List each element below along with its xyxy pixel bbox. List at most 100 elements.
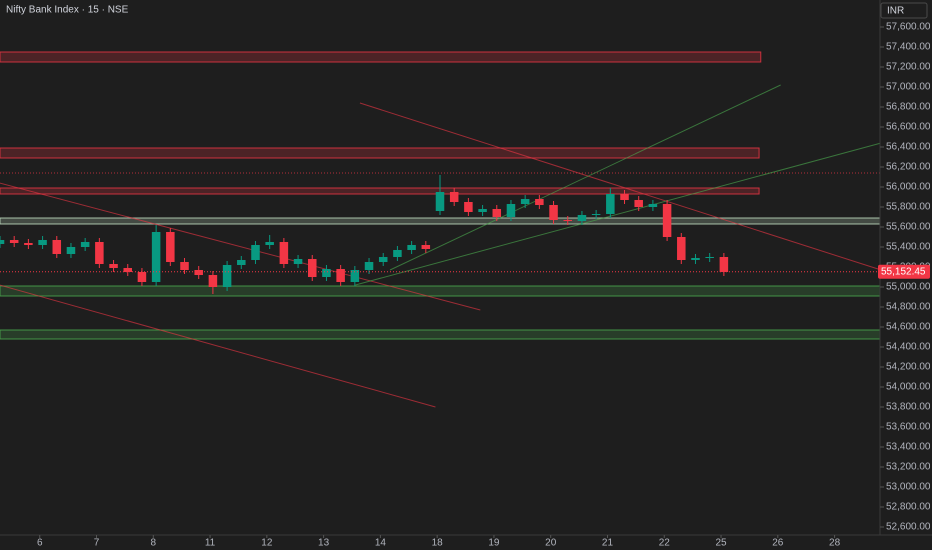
trend-line [355, 142, 882, 286]
candle-body [52, 240, 62, 254]
y-tick-label: 57,600.00 [886, 22, 931, 33]
candle-body [620, 194, 629, 200]
candle-body [506, 204, 516, 217]
candle-body [478, 209, 487, 212]
x-tick-label: 19 [488, 538, 500, 549]
y-tick-label: 54,200.00 [886, 362, 931, 373]
candle-body [492, 209, 502, 217]
candle-body [634, 200, 643, 207]
x-tick-label: 6 [37, 538, 43, 549]
x-tick-label: 28 [829, 538, 841, 549]
currency-box[interactable] [880, 2, 928, 19]
candle-body [308, 259, 317, 277]
x-tick-label: 20 [545, 538, 557, 549]
y-tick-label: 55,800.00 [886, 202, 931, 213]
y-tick-label: 54,600.00 [886, 322, 931, 333]
candle-body [208, 275, 218, 287]
y-tick-label: 54,400.00 [886, 342, 931, 353]
y-tick-label: 56,600.00 [886, 122, 931, 133]
candle-body [464, 202, 473, 212]
candle-body [719, 257, 729, 272]
y-tick-label: 53,400.00 [886, 442, 931, 453]
candle-body [80, 242, 90, 247]
y-tick-label: 55,400.00 [886, 242, 931, 253]
x-tick-label: 22 [659, 538, 671, 549]
x-tick-label: 25 [715, 538, 727, 549]
candle-body [350, 270, 360, 282]
candle-body [279, 242, 289, 264]
zone [0, 187, 760, 195]
last-price-label: 55,152.45 [881, 266, 926, 277]
candle-body [251, 245, 260, 260]
zone [0, 51, 762, 63]
chart-title: Nifty Bank Index · 15 · NSE [6, 5, 129, 16]
x-tick-label: 8 [151, 538, 157, 549]
trend-line [389, 84, 781, 271]
x-tick-label: 12 [261, 538, 273, 549]
candle-body [109, 264, 118, 268]
y-tick-label: 53,200.00 [886, 462, 931, 473]
y-tick-label: 55,600.00 [886, 222, 931, 233]
candle-body [393, 250, 402, 257]
candle-body [137, 272, 147, 282]
y-tick-label: 53,000.00 [886, 482, 931, 493]
trend-line [0, 182, 481, 311]
y-tick-label: 56,000.00 [886, 182, 931, 193]
y-tick-label: 52,800.00 [886, 502, 931, 513]
y-tick-label: 57,400.00 [886, 42, 931, 53]
y-tick-label: 54,000.00 [886, 382, 931, 393]
y-tick-label: 54,800.00 [886, 302, 931, 313]
candle-body [322, 269, 331, 277]
candle-body [24, 243, 33, 245]
candle-body [648, 204, 658, 207]
y-tick-label: 55,000.00 [886, 282, 931, 293]
x-tick-label: 21 [602, 538, 614, 549]
x-tick-label: 7 [94, 538, 100, 549]
candle-body [180, 262, 189, 270]
y-tick-label: 57,000.00 [886, 82, 931, 93]
candle-body [364, 262, 374, 270]
currency-label: INR [887, 6, 904, 17]
candle-body [151, 232, 161, 282]
y-tick-label: 52,600.00 [886, 522, 931, 533]
y-tick-label: 56,800.00 [886, 102, 931, 113]
x-tick-label: 14 [375, 538, 387, 549]
candle-body [549, 205, 558, 220]
candle-body [222, 265, 232, 287]
candle-body [449, 192, 459, 202]
candle-body [293, 259, 303, 264]
candle-body [435, 192, 445, 211]
zone [0, 217, 882, 225]
x-tick-label: 13 [318, 538, 330, 549]
candle-body [66, 247, 76, 254]
candle-body [38, 240, 47, 245]
candle-body [9, 240, 19, 243]
candle-body [265, 242, 274, 245]
candle-body [535, 199, 544, 205]
candle-body [95, 242, 104, 264]
candle-body [123, 268, 132, 272]
candle-body [577, 215, 587, 221]
candle-body [237, 260, 246, 265]
candle-body [407, 245, 416, 250]
trend-line [0, 284, 436, 408]
candle-body [520, 199, 530, 204]
x-tick-label: 18 [432, 538, 444, 549]
candle-body [677, 237, 686, 260]
x-tick-label: 11 [205, 538, 216, 549]
zone [0, 285, 882, 297]
candle-body [336, 269, 345, 282]
y-tick-label: 57,200.00 [886, 62, 931, 73]
candle-body [194, 270, 203, 275]
zone [0, 147, 760, 159]
candle-body [166, 232, 175, 262]
last-price-box [878, 264, 930, 279]
candle-body [563, 220, 572, 221]
candle-body [378, 257, 388, 262]
candle-body [591, 214, 601, 215]
candle-body [662, 204, 672, 237]
y-tick-label: 56,400.00 [886, 142, 931, 153]
trend-line [359, 102, 882, 271]
y-tick-label: 56,200.00 [886, 162, 931, 173]
